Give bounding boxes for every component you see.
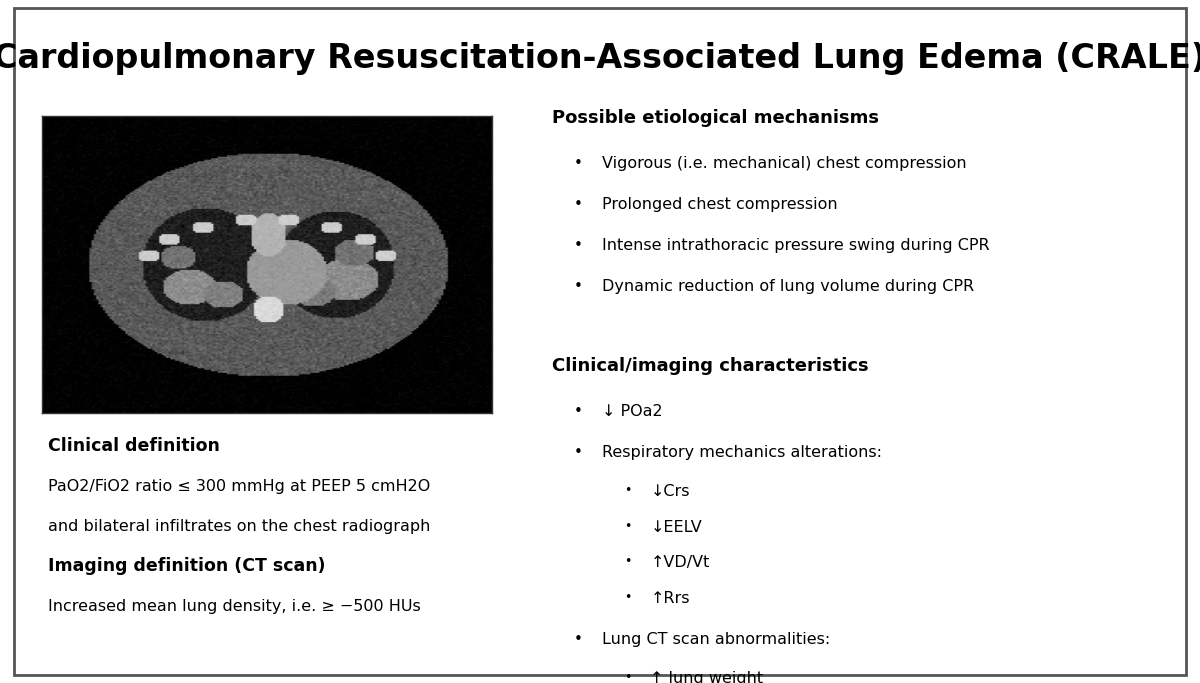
Text: ↓ POa2: ↓ POa2 — [602, 404, 664, 419]
Text: ↓EELV: ↓EELV — [650, 520, 702, 535]
Text: •: • — [574, 156, 582, 171]
Text: •: • — [574, 279, 582, 294]
Text: •: • — [574, 404, 582, 419]
Text: Respiratory mechanics alterations:: Respiratory mechanics alterations: — [602, 445, 882, 460]
Text: ↓Crs: ↓Crs — [650, 484, 690, 499]
Text: Increased mean lung density, i.e. ≥ −500 HUs: Increased mean lung density, i.e. ≥ −500… — [48, 599, 421, 614]
Text: Vigorous (i.e. mechanical) chest compression: Vigorous (i.e. mechanical) chest compres… — [602, 156, 967, 171]
Text: •: • — [574, 238, 582, 253]
Text: PaO2/FiO2 ratio ≤ 300 mmHg at PEEP 5 cmH2O: PaO2/FiO2 ratio ≤ 300 mmHg at PEEP 5 cmH… — [48, 479, 431, 494]
Text: •: • — [624, 520, 631, 533]
Text: •: • — [574, 632, 582, 647]
Text: Intense intrathoracic pressure swing during CPR: Intense intrathoracic pressure swing dur… — [602, 238, 990, 253]
Text: •: • — [624, 591, 631, 604]
Text: Lung CT scan abnormalities:: Lung CT scan abnormalities: — [602, 632, 830, 647]
Text: ↑Rrs: ↑Rrs — [650, 591, 690, 606]
Text: •: • — [574, 197, 582, 212]
Text: Cardiopulmonary Resuscitation-Associated Lung Edema (CRALE): Cardiopulmonary Resuscitation-Associated… — [0, 42, 1200, 74]
Text: Possible etiological mechanisms: Possible etiological mechanisms — [552, 109, 878, 127]
Text: •: • — [624, 555, 631, 568]
Text: Prolonged chest compression: Prolonged chest compression — [602, 197, 838, 212]
Text: Dynamic reduction of lung volume during CPR: Dynamic reduction of lung volume during … — [602, 279, 974, 294]
Text: Imaging definition (CT scan): Imaging definition (CT scan) — [48, 557, 325, 574]
Text: Clinical/imaging characteristics: Clinical/imaging characteristics — [552, 357, 869, 375]
Text: •: • — [574, 445, 582, 460]
Text: Clinical definition: Clinical definition — [48, 437, 220, 455]
Text: •: • — [624, 671, 631, 683]
Text: •: • — [624, 484, 631, 497]
Text: ↑ lung weight: ↑ lung weight — [650, 671, 763, 683]
Text: and bilateral infiltrates on the chest radiograph: and bilateral infiltrates on the chest r… — [48, 519, 431, 534]
Text: ↑VD/Vt: ↑VD/Vt — [650, 555, 709, 570]
